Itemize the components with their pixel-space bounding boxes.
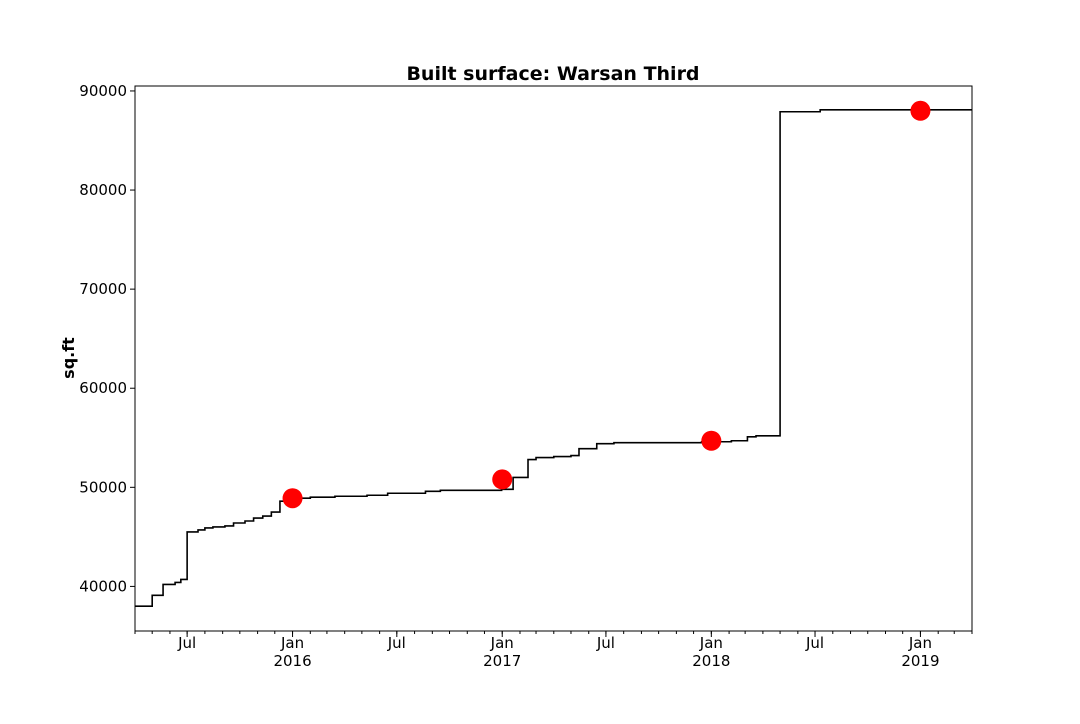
y-tick-label: 70000 — [79, 280, 127, 298]
marker-point — [492, 469, 513, 490]
y-tick-label: 60000 — [79, 379, 127, 397]
x-tick-label: Jan — [490, 634, 514, 652]
x-tick-label: Jul — [177, 634, 196, 652]
chart-title: Built surface: Warsan Third — [406, 63, 699, 85]
y-axis-label: sq.ft — [59, 337, 78, 379]
marker-point — [282, 488, 303, 509]
x-tick-label: Jan — [280, 634, 304, 652]
plot-frame — [134, 85, 973, 632]
marker-point — [910, 100, 931, 121]
y-tick-label: 90000 — [79, 82, 127, 100]
y-tick-label: 50000 — [79, 478, 127, 496]
x-tick-year-label: 2017 — [483, 652, 521, 670]
x-tick-label: Jul — [596, 634, 615, 652]
x-tick-year-label: 2016 — [273, 652, 311, 670]
y-tick-label: 40000 — [79, 577, 127, 595]
x-tick-label: Jan — [699, 634, 723, 652]
x-tick-label: Jan — [908, 634, 932, 652]
y-tick-label: 80000 — [79, 181, 127, 199]
x-tick-year-label: 2018 — [692, 652, 730, 670]
marker-point — [701, 430, 722, 451]
x-tick-label: Jul — [805, 634, 824, 652]
x-tick-label: Jul — [387, 634, 406, 652]
x-tick-year-label: 2019 — [901, 652, 939, 670]
step-series-line — [135, 108, 972, 608]
